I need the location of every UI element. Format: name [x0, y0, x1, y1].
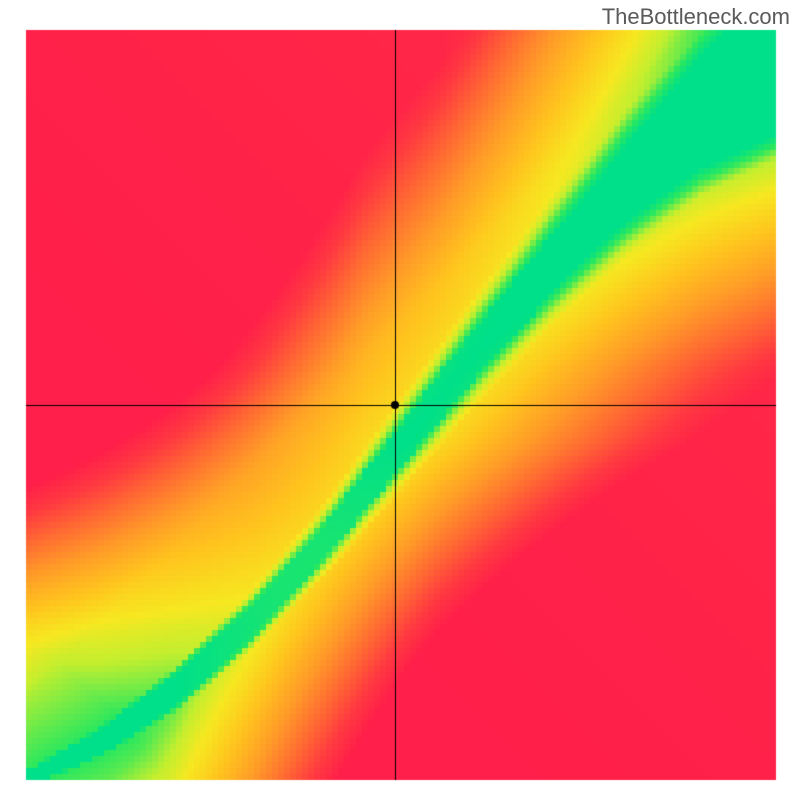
watermark-text: TheBottleneck.com — [602, 4, 790, 30]
chart-container: TheBottleneck.com — [0, 0, 800, 800]
crosshair-overlay — [0, 0, 800, 800]
